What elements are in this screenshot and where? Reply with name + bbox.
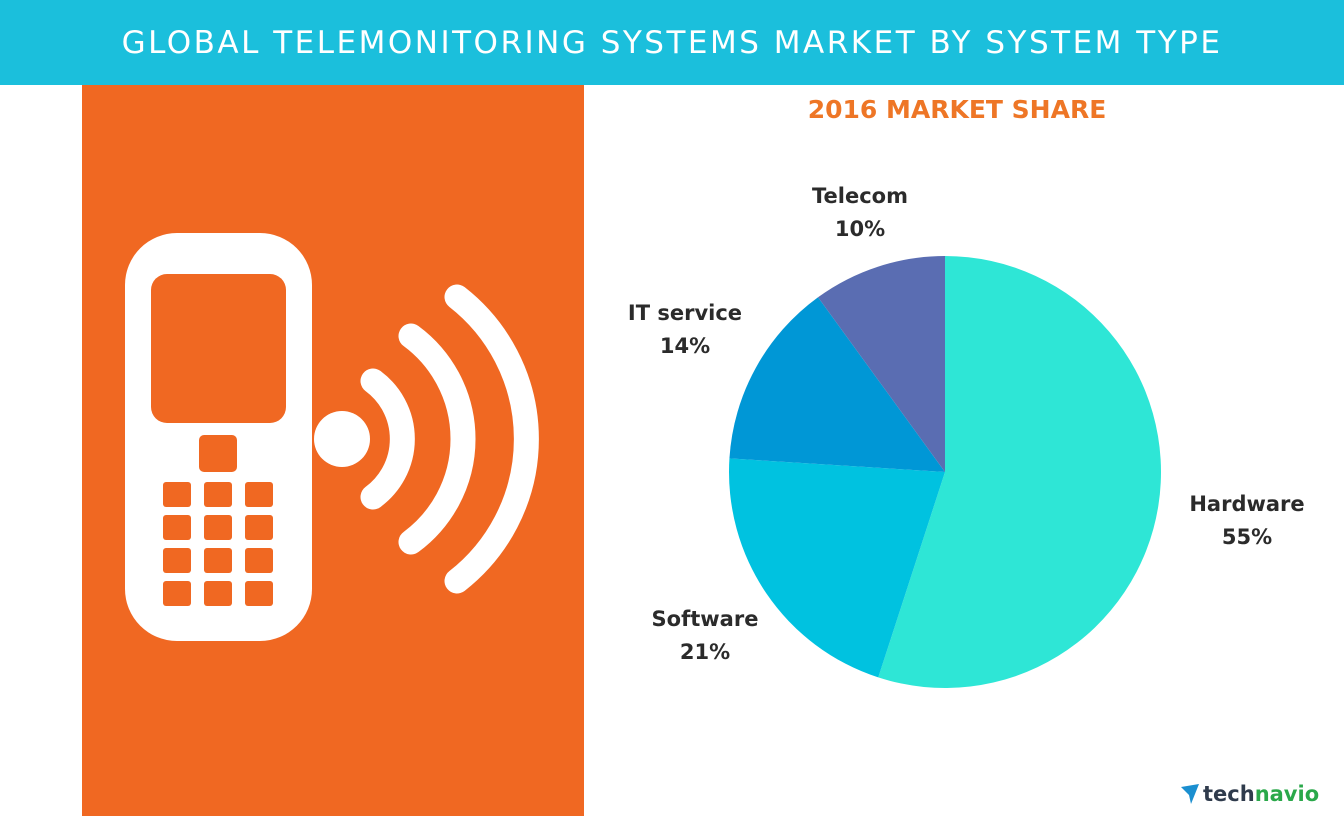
pie-slice-software — [728, 458, 945, 678]
technavio-logo-icon — [1181, 784, 1199, 804]
slice-label-telecom: Telecom 10% — [780, 180, 940, 246]
slice-name: Hardware — [1189, 492, 1305, 516]
mobile-phone-signal-icon — [125, 233, 539, 641]
page-title: GLOBAL TELEMONITORING SYSTEMS MARKET BY … — [121, 24, 1223, 61]
logo-text-tech: tech — [1203, 782, 1255, 806]
logo-text-navio: navio — [1254, 782, 1320, 806]
slice-value: 14% — [659, 334, 711, 358]
slice-name: Telecom — [812, 184, 908, 208]
slice-value: 21% — [679, 640, 731, 664]
slice-label-it-service: IT service 14% — [605, 297, 765, 363]
slice-label-hardware: Hardware 55% — [1167, 488, 1327, 554]
pie-slice-hardware — [878, 256, 1161, 688]
chart-title: 2016 MARKET SHARE — [807, 95, 1107, 124]
header-banner: GLOBAL TELEMONITORING SYSTEMS MARKET BY … — [0, 0, 1344, 85]
pie-slice-it-service — [729, 297, 945, 472]
technavio-logo: tech navio — [1180, 782, 1319, 806]
slice-value: 10% — [834, 217, 886, 241]
slice-label-software: Software 21% — [625, 603, 785, 669]
illustration-panel — [82, 85, 584, 816]
slice-value: 55% — [1221, 525, 1273, 549]
slice-name: IT service — [627, 301, 743, 325]
slice-name: Software — [651, 607, 759, 631]
pie-slice-telecom — [818, 256, 945, 472]
